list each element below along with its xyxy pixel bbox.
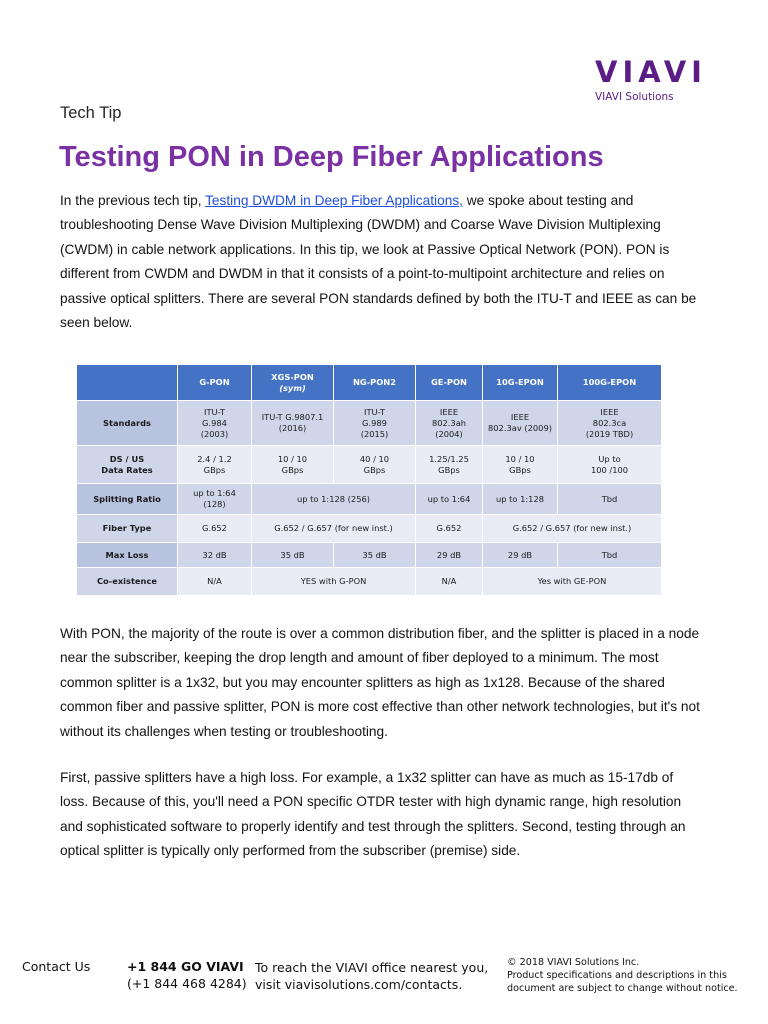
footer-reach-line1: To reach the VIAVI office nearest you, bbox=[255, 960, 489, 975]
cell-epon-coexist: Yes with GE-PON bbox=[482, 567, 662, 596]
cell-xgspon-loss: 35 dB bbox=[251, 542, 334, 568]
cell-xgspon-rate: 10 / 10 GBps bbox=[251, 445, 334, 484]
pon-standards-table: G-PON XGS-PON (sym) NG-PON2 GE-PON 10G-EP… bbox=[76, 364, 662, 596]
footer-reach-line2[interactable]: visit viavisolutions.com/contacts. bbox=[255, 977, 463, 992]
footer-phone-primary[interactable]: +1 844 GO VIAVI bbox=[127, 959, 244, 974]
body-paragraph-splitters: First, passive splitters have a high los… bbox=[60, 770, 686, 859]
body-paragraph-route: With PON, the majority of the route is o… bbox=[60, 626, 700, 739]
cell-xgs-ng-split: up to 1:128 (256) bbox=[251, 483, 416, 515]
cell-gpon-standard: ITU-T G.984 (2003) bbox=[177, 400, 252, 446]
cell-xgs-ng-coexist: YES with G-PON bbox=[251, 567, 416, 596]
doc-kicker: Tech Tip bbox=[60, 104, 122, 122]
table-row: Fiber Type G.652 G.652 / G.657 (for new … bbox=[76, 514, 662, 543]
table-row: Max Loss 32 dB 35 dB 35 dB 29 dB 29 dB T… bbox=[76, 542, 662, 568]
row-label-splitting: Splitting Ratio bbox=[76, 483, 178, 515]
cell-ngpon2-standard: ITU-T G.989 (2015) bbox=[333, 400, 416, 446]
cell-xgspon-standard: ITU-T G.9807.1 (2016) bbox=[251, 400, 334, 446]
row-label-loss: Max Loss bbox=[76, 542, 178, 568]
intro-rest: we spoke about testing and troubleshooti… bbox=[60, 193, 697, 331]
header-gepon: GE-PON bbox=[415, 364, 483, 401]
table-row: Co-existence N/A YES with G-PON N/A Yes … bbox=[76, 567, 662, 596]
footer-disclaimer-line2: document are subject to change without n… bbox=[507, 983, 738, 994]
cell-gpon-coexist: N/A bbox=[177, 567, 252, 596]
cell-epon-fiber: G.652 / G.657 (for new inst.) bbox=[482, 514, 662, 543]
header-gpon: G-PON bbox=[177, 364, 252, 401]
header-10gepon: 10G-EPON bbox=[482, 364, 558, 401]
footer-contact-label: Contact Us bbox=[22, 959, 91, 974]
page-footer: Contact Us +1 844 GO VIAVI (+1 844 468 4… bbox=[0, 956, 768, 998]
cell-100gepon-loss: Tbd bbox=[557, 542, 662, 568]
page-title: Testing PON in Deep Fiber Applications bbox=[59, 141, 604, 173]
cell-gpon-fiber: G.652 bbox=[177, 514, 252, 543]
cell-ngpon2-loss: 35 dB bbox=[333, 542, 416, 568]
header-corner bbox=[76, 364, 178, 401]
header-ngpon2: NG-PON2 bbox=[333, 364, 416, 401]
table-row: DS / US Data Rates 2.4 / 1.2 GBps 10 / 10 G… bbox=[76, 445, 662, 484]
footer-reach-text: To reach the VIAVI office nearest you, v… bbox=[255, 959, 500, 993]
footer-phone-secondary[interactable]: (+1 844 468 4284) bbox=[127, 976, 247, 991]
cell-xgs-ng-fiber: G.652 / G.657 (for new inst.) bbox=[251, 514, 416, 543]
table-header-row: G-PON XGS-PON (sym) NG-PON2 GE-PON 10G-EP… bbox=[76, 364, 662, 401]
cell-100gepon-rate: Up to 100 /100 bbox=[557, 445, 662, 484]
row-label-fiber: Fiber Type bbox=[76, 514, 178, 543]
header-xgspon: XGS-PON (sym) bbox=[251, 364, 334, 401]
cell-gpon-rate: 2.4 / 1.2 GBps bbox=[177, 445, 252, 484]
logo-subtitle: VIAVI Solutions bbox=[595, 91, 674, 103]
viavi-logo: VIAVI VIAVI Solutions bbox=[595, 55, 707, 104]
row-label-coexist: Co-existence bbox=[76, 567, 178, 596]
cell-gepon-standard: IEEE 802.3ah (2004) bbox=[415, 400, 483, 446]
cell-10gepon-split: up to 1:128 bbox=[482, 483, 558, 515]
row-label-standards: Standards bbox=[76, 400, 178, 446]
cell-ngpon2-rate: 40 / 10 GBps bbox=[333, 445, 416, 484]
cell-gepon-rate: 1.25/1.25 GBps bbox=[415, 445, 483, 484]
table-row: Standards ITU-T G.984 (2003) ITU-T G.9807.… bbox=[76, 400, 662, 446]
cell-10gepon-standard: IEEE 802.3av (2009) bbox=[482, 400, 558, 446]
intro-paragraph: In the previous tech tip, Testing DWDM i… bbox=[60, 189, 700, 335]
cell-100gepon-split: Tbd bbox=[557, 483, 662, 515]
header-100gepon: 100G-EPON bbox=[557, 364, 662, 401]
cell-gepon-fiber: G.652 bbox=[415, 514, 483, 543]
footer-copyright: © 2018 VIAVI Solutions Inc. bbox=[507, 957, 640, 968]
cell-10gepon-rate: 10 / 10 GBps bbox=[482, 445, 558, 484]
cell-gepon-split: up to 1:64 bbox=[415, 483, 483, 515]
cell-gepon-loss: 29 dB bbox=[415, 542, 483, 568]
footer-disclaimer-line1: Product specifications and descriptions … bbox=[507, 970, 727, 981]
logo-wordmark: VIAVI bbox=[595, 55, 707, 89]
row-label-rates: DS / US Data Rates bbox=[76, 445, 178, 484]
table-row: Splitting Ratio up to 1:64 (128) up to 1:… bbox=[76, 483, 662, 515]
cell-gpon-loss: 32 dB bbox=[177, 542, 252, 568]
footer-legal: © 2018 VIAVI Solutions Inc. Product spec… bbox=[507, 956, 757, 995]
cell-10gepon-loss: 29 dB bbox=[482, 542, 558, 568]
cell-gepon-coexist: N/A bbox=[415, 567, 483, 596]
cell-gpon-split: up to 1:64 (128) bbox=[177, 483, 252, 515]
cell-100gepon-standard: IEEE 802.3ca (2019 TBD) bbox=[557, 400, 662, 446]
dwdm-tech-tip-link[interactable]: Testing DWDM in Deep Fiber Applications, bbox=[205, 193, 463, 208]
intro-lead: In the previous tech tip, bbox=[60, 193, 206, 208]
